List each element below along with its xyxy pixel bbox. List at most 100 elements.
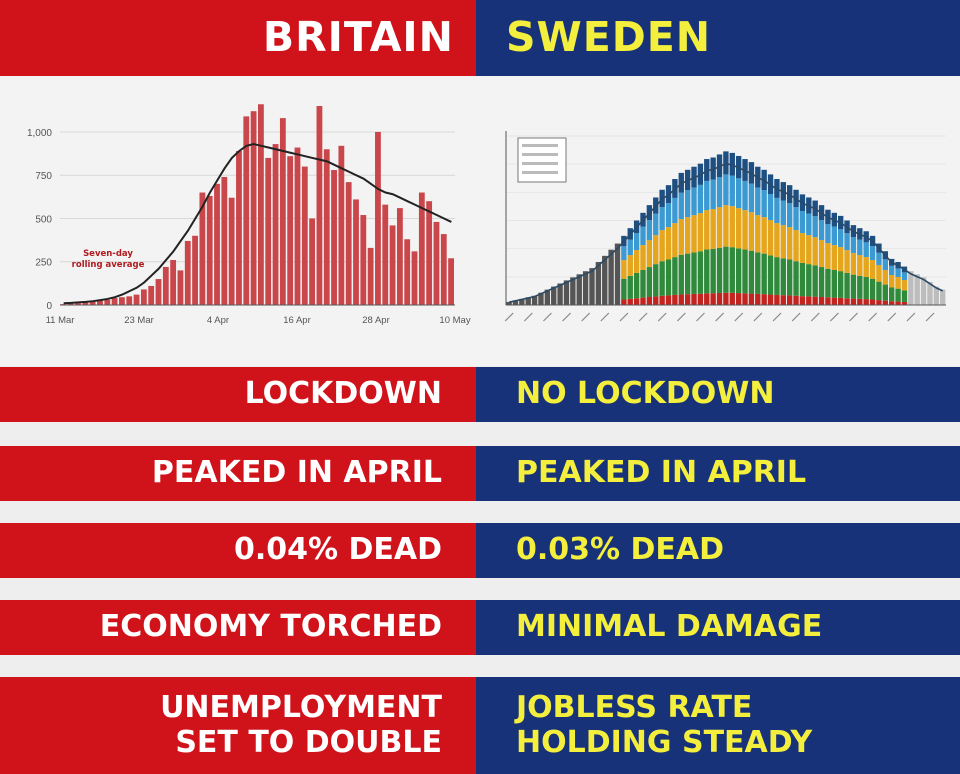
bar [294,147,301,305]
bar [640,226,646,246]
bar [748,212,755,251]
rolling-average-annotation: rolling average [72,260,145,270]
dead-row: 0.04% DEAD 0.03% DEAD [0,523,960,578]
sweden-lockdown-cell: NO LOCKDOWN [476,367,960,422]
x-tick-mark [676,312,686,322]
bar [863,276,869,300]
bar [538,292,544,305]
x-tick-label: 16 Apr [283,315,310,326]
bar [126,296,133,305]
bar [774,257,780,295]
bar [742,180,748,211]
bar [920,277,927,305]
bar [806,296,812,305]
header-row: BRITAIN SWEDEN [0,0,960,76]
lockdown-row: LOCKDOWN NO LOCKDOWN [0,367,960,422]
x-tick-mark [810,312,820,322]
britain-peak-text: PEAKED IN APRIL [151,455,442,491]
britain-peak-cell: PEAKED IN APRIL [0,446,476,501]
bar [309,218,316,305]
bar [646,297,653,305]
bar [735,208,742,249]
britain-economy-cell: ECONOMY TORCHED [0,600,476,655]
bar [755,252,761,294]
bar [729,247,735,293]
legend-entry [522,144,558,147]
bar [199,192,206,305]
bar [882,259,889,271]
bar [876,300,882,305]
bar [818,220,825,241]
bar [761,217,767,254]
bar [697,184,704,214]
bar [589,268,595,305]
bar [506,301,512,305]
x-tick-mark [543,312,552,322]
bar [767,193,774,221]
bar [940,289,946,305]
bar [646,240,653,268]
bar [850,237,857,254]
y-tick-label: 500 [35,214,52,225]
bar [82,302,89,305]
bar [812,265,818,297]
bar [258,104,264,305]
bar [882,300,889,305]
bar [678,294,684,305]
y-tick-label: 750 [35,171,52,182]
x-tick-mark [753,312,763,322]
sweden-dead-cell: 0.03% DEAD [476,523,960,578]
bar [272,144,279,305]
bar [857,239,863,256]
bar [678,254,684,295]
bar [806,235,812,265]
sweden-economy-cell: MINIMAL DAMAGE [476,600,960,655]
bar [869,246,876,261]
bar [633,298,640,305]
x-tick-mark [734,312,744,322]
bar [697,251,704,294]
bar [367,247,374,305]
bar [440,234,447,305]
bar [825,268,831,298]
bar [786,203,793,228]
x-tick-label: 4 Apr [207,315,229,326]
bar [653,264,659,297]
bar [793,207,799,231]
sweden-economy-text: MINIMAL DAMAGE [516,609,823,645]
bar [621,299,627,305]
x-tick-mark [829,312,839,322]
bar [933,286,940,305]
bar [684,294,691,305]
x-tick-label: 11 Mar [46,315,75,326]
bar [570,277,576,305]
x-tick-label: 10 May [439,315,470,326]
bar [353,199,359,305]
bar [228,197,235,305]
bar [659,207,665,231]
bar [665,295,672,305]
bar [761,294,767,305]
bar [786,227,793,260]
bar [869,260,876,279]
bar [177,270,184,305]
bar [857,298,863,305]
bar [729,175,735,207]
bar [742,210,748,250]
bar [786,295,793,305]
bar [901,280,908,291]
bar [133,294,140,305]
bar [684,217,691,254]
britain-header-cell: BRITAIN [0,0,476,76]
bar [844,298,850,305]
bar [192,235,198,305]
bar [316,106,323,305]
bar [236,150,242,305]
bar [678,219,684,255]
bar [748,250,755,294]
bar [389,225,396,305]
bar [691,215,697,253]
bar [863,257,869,277]
bar [360,215,367,305]
sweden-lockdown-text: NO LOCKDOWN [516,376,775,412]
